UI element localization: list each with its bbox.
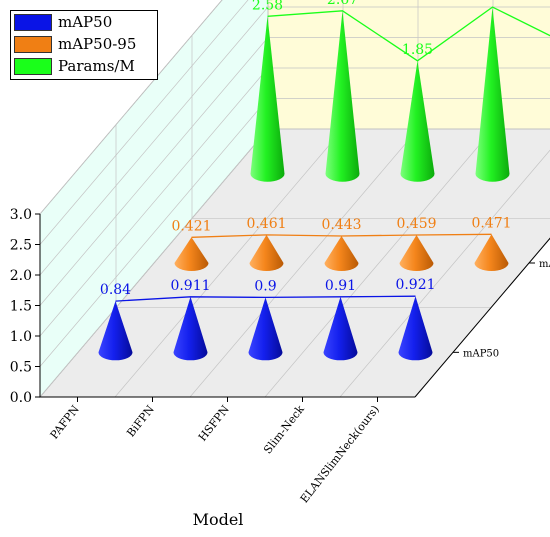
legend-label-map50: mAP50	[58, 13, 113, 31]
cone-body	[474, 234, 509, 271]
data-label-map50-hsfpn: 0.9	[254, 278, 276, 294]
cone-body	[250, 16, 285, 182]
z-tick-label-map50-95: mAP50-95	[539, 259, 550, 270]
cone-body	[98, 301, 133, 361]
data-label-map50-slim-neck: 0.91	[325, 278, 356, 294]
y-tick-label: 2.0	[10, 268, 32, 284]
data-label-map50-95-slim-neck: 0.459	[396, 216, 436, 232]
data-label-params-m-pafpn: 2.58	[252, 0, 283, 13]
cone-map50-slim-neck	[323, 296, 358, 361]
cone-body	[174, 237, 209, 271]
legend-label-map50-95: mAP50-95	[58, 35, 137, 53]
cone-map50-95-pafpn	[174, 237, 209, 271]
cone-body	[173, 296, 208, 361]
y-tick-label: 0.5	[10, 360, 32, 376]
chart-marks: 2.582.671.852.732.120.4210.4610.4430.459…	[98, 0, 550, 361]
data-label-params-m-slim-neck: 2.73	[477, 0, 508, 4]
cone-params-m-slim-neck	[475, 7, 510, 182]
data-label-params-m-bifpn: 2.67	[327, 0, 358, 8]
legend-swatch-map50-95	[14, 35, 52, 53]
cone-body	[248, 297, 283, 361]
legend-swatch-params	[14, 57, 52, 75]
cone-body	[398, 296, 433, 361]
x-tick-label-slim-neck: Slim-Neck	[261, 403, 307, 457]
cone-params-m-hsfpn	[400, 60, 435, 182]
data-label-map50-95-bifpn: 0.461	[246, 216, 286, 232]
z-tick-label-map50: mAP50	[463, 348, 499, 359]
data-label-map50-pafpn: 0.84	[100, 282, 131, 298]
cone-map50-bifpn	[173, 296, 208, 361]
legend-item-map50: mAP50	[11, 11, 157, 33]
series-line-map50	[115, 295, 416, 302]
cone-body	[475, 7, 510, 182]
cone-body	[400, 60, 435, 182]
data-label-map50-bifpn: 0.911	[170, 278, 210, 294]
cone-map50-elanslimneck-ours	[398, 296, 433, 361]
y-tick-label: 2.5	[10, 238, 32, 254]
x-tick-label-elanslimneck-ours: ELANSlimNeck(ours)	[298, 403, 382, 506]
series-line-params-m	[267, 6, 550, 62]
cone-map50-hsfpn	[248, 297, 283, 361]
y-tick-label: 1.5	[10, 299, 32, 315]
x-tick-label-bifpn: BiFPN	[124, 403, 157, 440]
series-line-map50-95	[191, 233, 492, 238]
data-label-map50-95-elanslimneck-ours: 0.471	[471, 215, 511, 231]
cone-params-m-pafpn	[250, 16, 285, 182]
cone-map50-95-hsfpn	[324, 236, 359, 271]
cone-body	[249, 234, 284, 271]
cone-params-m-bifpn	[325, 10, 360, 182]
x-axis-title: Model	[193, 510, 244, 529]
y-tick-label: 1.0	[10, 329, 32, 345]
grid-line-y	[39, 0, 223, 215]
legend: mAP50 mAP50-95 Params/M	[10, 10, 158, 80]
legend-label-params: Params/M	[58, 57, 135, 75]
cone-map50-95-bifpn	[249, 234, 284, 271]
cone-body	[325, 10, 360, 182]
grid-line-z	[191, 35, 550, 219]
y-tick-label: 0.0	[10, 390, 32, 406]
y-tick-label: 3.0	[10, 207, 32, 223]
cone-body	[324, 236, 359, 271]
back-wall	[267, 0, 550, 130]
data-label-map50-95-pafpn: 0.421	[171, 218, 211, 234]
x-tick-label-pafpn: PAFPN	[48, 403, 82, 442]
cone-body	[399, 235, 434, 271]
data-label-params-m-hsfpn: 1.85	[402, 42, 433, 58]
legend-swatch-map50	[14, 13, 52, 31]
cone-map50-95-elanslimneck-ours	[474, 234, 509, 271]
cone-map50-95-slim-neck	[399, 235, 434, 271]
cone-body	[323, 296, 358, 361]
legend-item-map50-95: mAP50-95	[11, 33, 157, 55]
legend-item-params: Params/M	[11, 55, 157, 77]
data-label-map50-elanslimneck-ours: 0.921	[395, 277, 435, 293]
x-tick-label-hsfpn: HSFPN	[196, 403, 232, 444]
data-label-map50-95-hsfpn: 0.443	[321, 217, 361, 233]
cone-map50-pafpn	[98, 301, 133, 361]
